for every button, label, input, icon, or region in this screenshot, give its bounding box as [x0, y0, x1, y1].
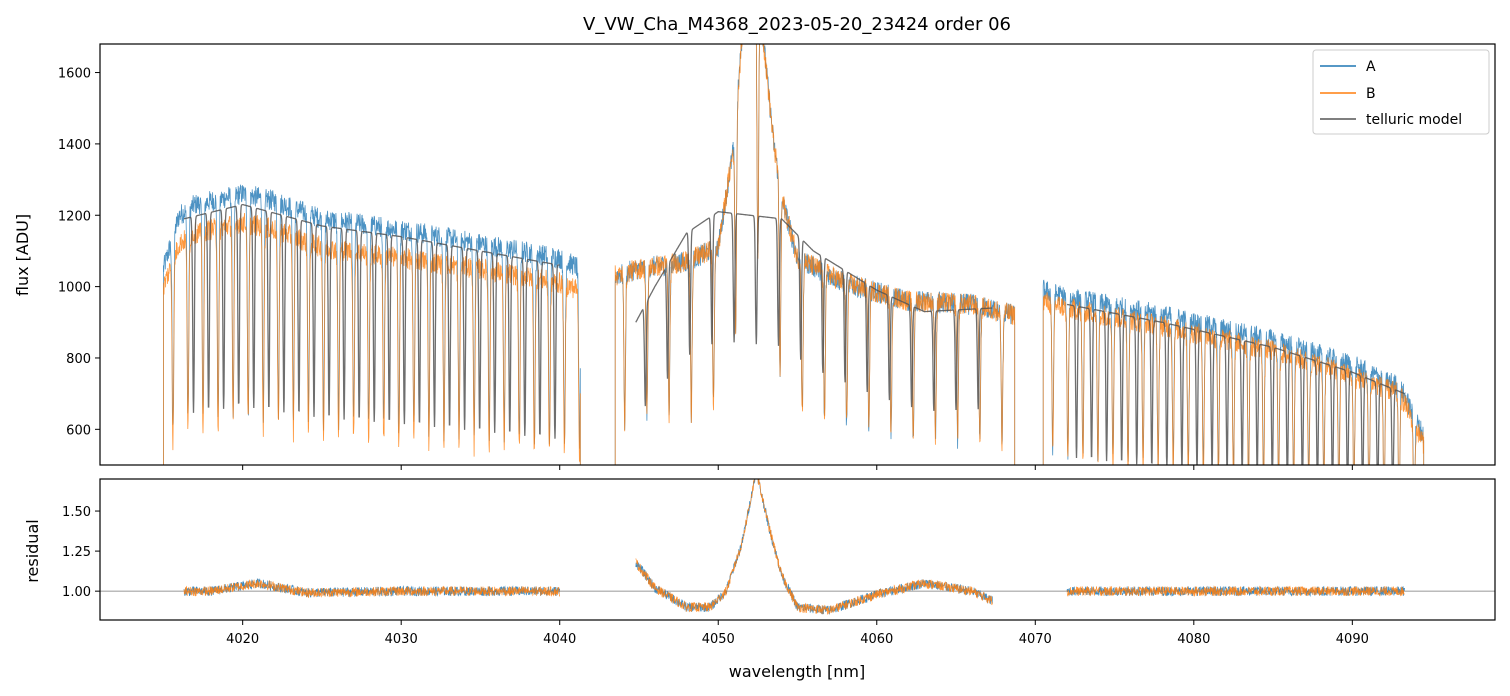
residual-y-axis-label: residual [23, 519, 42, 582]
telluric-model-line-segment-3 [1066, 303, 1405, 465]
residual-y-tick-label: 1.50 [62, 505, 91, 520]
x-tick-label: 4060 [860, 632, 893, 647]
series-b-line-segment-2 [614, 44, 1016, 465]
residual-b-line-segment-1 [183, 579, 561, 599]
x-tick-label: 4090 [1336, 632, 1369, 647]
residual-y-tick-label: 1.25 [62, 545, 91, 560]
x-tick-label: 4020 [226, 632, 259, 647]
residual-axes-frame [99, 478, 1496, 621]
x-tick-label: 4030 [385, 632, 418, 647]
flux-panel: 600 800 1000 1200 1400 1600 flux [ADU] A B te… [13, 43, 1496, 466]
flux-y-tick-label: 1000 [58, 281, 91, 296]
residual-a-line-segment-2 [635, 479, 993, 615]
telluric-model-line-segment-2 [635, 211, 993, 411]
legend-label-telluric: telluric model [1366, 112, 1462, 128]
x-axis-label: wavelength [nm] [729, 662, 866, 681]
series-a-line-segment-2 [614, 44, 1016, 465]
legend-box [1312, 49, 1490, 135]
x-tick-label: 4080 [1177, 632, 1210, 647]
legend-label-b: B [1366, 86, 1376, 102]
chart-title: V_VW_Cha_M4368_2023-05-20_23424 order 06 [583, 14, 1011, 35]
series-b-line-segment-3 [1042, 292, 1425, 465]
telluric-model-line-segment-1 [183, 203, 560, 439]
x-tick-label: 4070 [1019, 632, 1052, 647]
flux-y-tick-label: 1200 [58, 209, 91, 224]
legend-label-a: A [1366, 59, 1376, 75]
residual-b-line-segment-2 [635, 479, 993, 615]
legend: A B telluric model [1312, 49, 1490, 135]
x-tick-label: 4040 [543, 632, 576, 647]
flux-y-tick-label: 800 [66, 352, 91, 367]
x-tick-label: 4050 [702, 632, 735, 647]
flux-y-axis-label: flux [ADU] [13, 214, 32, 296]
flux-axes-frame [99, 43, 1496, 466]
flux-y-tick-label: 600 [66, 423, 91, 438]
flux-y-tick-label: 1600 [58, 67, 91, 82]
flux-y-tick-label: 1400 [58, 138, 91, 153]
residual-y-tick-label: 1.00 [62, 585, 91, 600]
residual-a-line-segment-3 [1066, 585, 1405, 598]
residual-panel: 1.00 1.25 1.50 4020 4030 4040 4050 4060 4070 408… [23, 465, 1496, 681]
residual-b-line-segment-3 [1066, 585, 1405, 597]
